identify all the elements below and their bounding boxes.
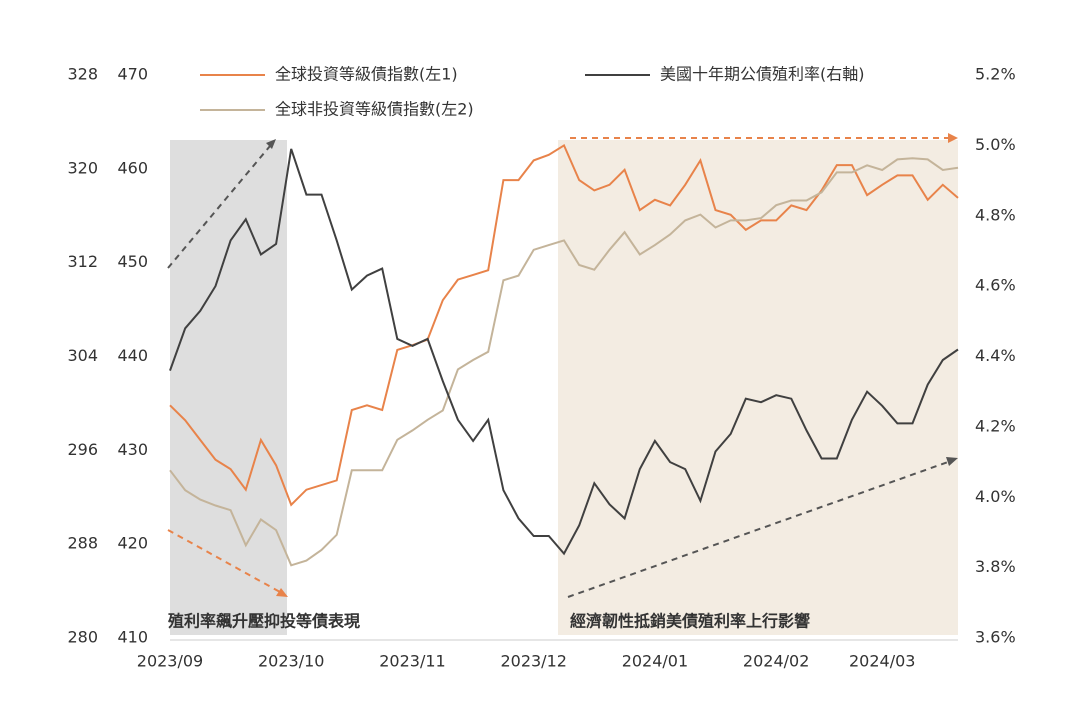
annotation: 殖利率飆升壓抑投等債表現	[167, 612, 360, 631]
y-tick-label: 288	[67, 534, 98, 553]
legend-label: 美國十年期公債殖利率(右軸)	[660, 65, 865, 84]
x-tick-label: 2024/01	[622, 652, 688, 671]
y-tick-label: 296	[67, 440, 98, 459]
arrow	[567, 461, 949, 598]
y-tick-label: 320	[67, 158, 98, 177]
y-tick-label: 328	[67, 65, 98, 84]
x-tick-label: 2023/09	[137, 652, 203, 671]
y-tick-label: 280	[67, 628, 98, 647]
y-tick-label: 430	[117, 440, 148, 459]
y-tick-label: 3.8%	[975, 557, 1016, 576]
x-tick-label: 2024/03	[849, 652, 915, 671]
x-tick-label: 2024/02	[743, 652, 809, 671]
y-tick-label: 4.6%	[975, 276, 1016, 295]
y-tick-label: 450	[117, 252, 148, 271]
x-tick-label: 2023/11	[379, 652, 445, 671]
arrow-head	[946, 457, 958, 466]
shaded-period	[558, 140, 958, 635]
arrow	[167, 145, 271, 269]
x-tick-label: 2023/10	[258, 652, 324, 671]
y-tick-label: 4.0%	[975, 487, 1016, 506]
y-tick-label: 312	[67, 252, 98, 271]
shaded-period	[170, 140, 287, 635]
y-tick-label: 4.2%	[975, 416, 1016, 435]
y-tick-label: 4.8%	[975, 205, 1016, 224]
y-tick-label: 460	[117, 158, 148, 177]
y-tick-label: 420	[117, 534, 148, 553]
annotation: 經濟韌性抵銷美債殖利率上行影響	[570, 612, 810, 631]
legend-label: 全球投資等級債指數(左1)	[275, 65, 458, 84]
arrow-head	[948, 133, 958, 143]
y-tick-label: 3.6%	[975, 628, 1016, 647]
arrow-head	[266, 139, 276, 149]
y-tick-label: 4.4%	[975, 346, 1016, 365]
y-tick-label: 410	[117, 628, 148, 647]
arrows	[167, 133, 958, 598]
series-line	[169, 157, 959, 567]
series-line	[169, 148, 959, 556]
y-tick-label: 5.2%	[975, 65, 1016, 84]
y-tick-label: 5.0%	[975, 135, 1016, 154]
y-tick-label: 440	[117, 346, 148, 365]
arrow-head	[276, 588, 288, 597]
y-tick-label: 470	[117, 65, 148, 84]
x-tick-label: 2023/12	[500, 652, 566, 671]
series-line	[169, 143, 959, 507]
legend-label: 全球非投資等級債指數(左2)	[275, 100, 474, 119]
y-tick-label: 304	[67, 346, 98, 365]
